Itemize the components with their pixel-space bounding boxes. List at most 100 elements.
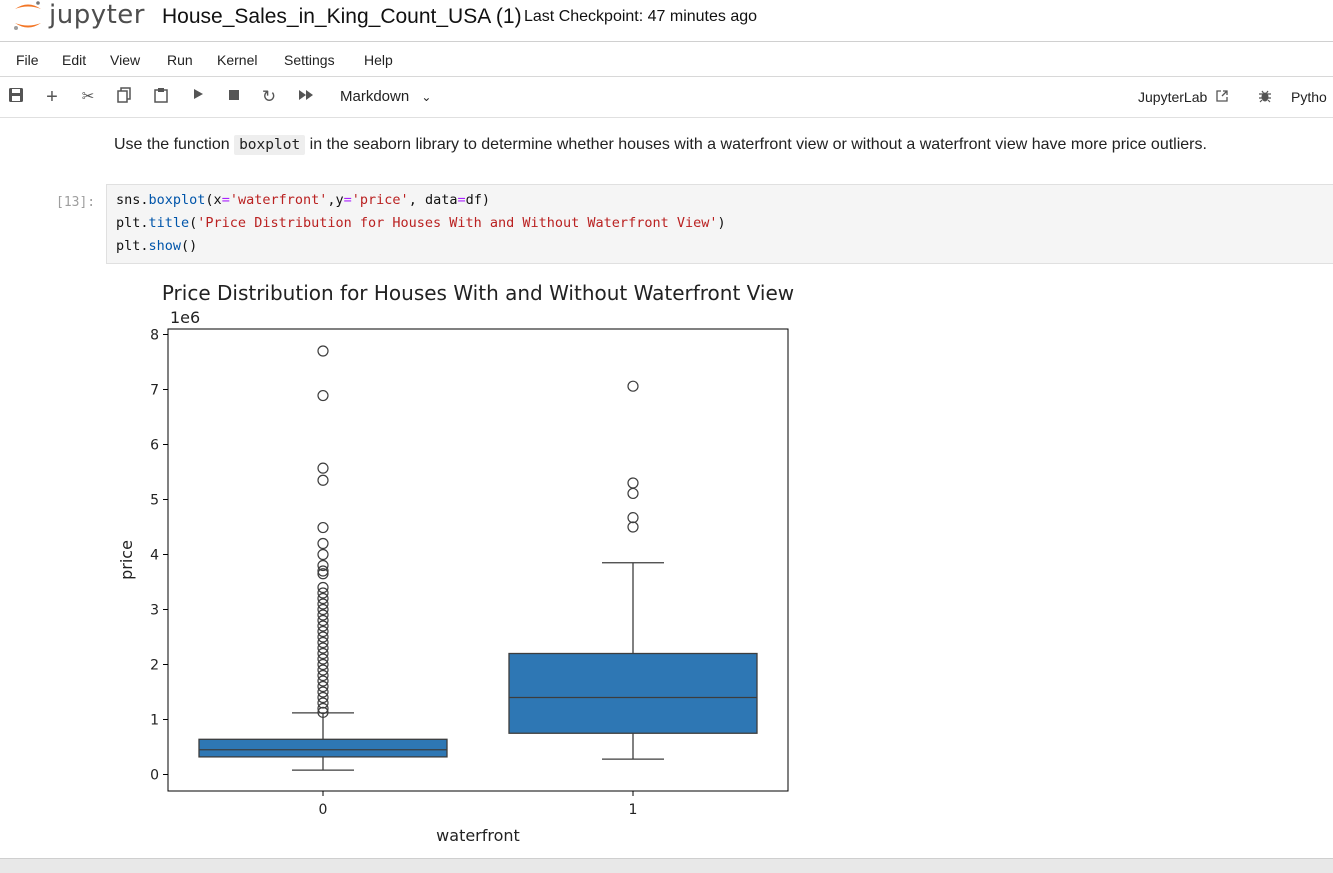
outlier-point: [317, 675, 329, 687]
cell-output-chart: Price Distribution for Houses With and W…: [106, 275, 826, 855]
debugger-icon[interactable]: [1258, 89, 1272, 106]
menu-file[interactable]: File: [16, 52, 39, 68]
boxplot-chart: Price Distribution for Houses With and W…: [117, 281, 794, 845]
x-tick-label: 1: [629, 802, 638, 818]
fast-forward-icon[interactable]: [296, 87, 316, 107]
jupyterlab-label: JupyterLab: [1138, 89, 1208, 105]
box: [198, 738, 448, 758]
outlier-point: [317, 697, 329, 709]
y-tick-label: 2: [150, 658, 159, 674]
cell-type-select[interactable]: Markdown ⌄: [340, 88, 431, 105]
y-tick-label: 6: [150, 438, 159, 454]
external-link-icon: [1216, 90, 1228, 102]
y-axis-label: price: [117, 540, 136, 580]
outlier-point: [317, 592, 329, 605]
outlier-point: [317, 598, 329, 610]
top-bar: jupyter House_Sales_in_King_Count_USA (1…: [0, 0, 1333, 42]
outlier-point: [317, 537, 329, 550]
y-tick-label: 1: [150, 713, 159, 729]
outlier-point: [317, 691, 329, 704]
cell-type-value: Markdown: [340, 88, 410, 105]
menu-help[interactable]: Help: [364, 52, 393, 68]
stop-icon[interactable]: [224, 87, 244, 107]
x-axis-label: waterfront: [436, 826, 520, 845]
outlier-point: [317, 389, 329, 402]
outlier-point: [317, 609, 329, 621]
code-line: sns.boxplot(x='waterfront',y='price', da…: [116, 192, 490, 208]
outlier-point: [627, 512, 639, 524]
copy-icon[interactable]: [114, 87, 134, 107]
markdown-text-before: Use the function: [114, 136, 235, 153]
paste-icon[interactable]: [151, 87, 171, 107]
plot-frame: [167, 328, 789, 792]
jupyter-logo-text: jupyter: [49, 0, 145, 30]
outlier-point: [317, 680, 329, 693]
outlier-point: [317, 521, 329, 534]
status-bar: [0, 858, 1333, 873]
menu-run[interactable]: Run: [167, 52, 193, 68]
outlier-point: [627, 521, 639, 533]
code-cell-editor[interactable]: sns.boxplot(x='waterfront',y='price', da…: [106, 184, 1333, 264]
outlier-point: [317, 669, 329, 682]
cell-prompt: [13]:: [56, 195, 96, 210]
x-tick-label: 0: [319, 802, 328, 818]
outlier-point: [627, 477, 639, 489]
run-icon[interactable]: [188, 87, 208, 107]
outlier-point: [317, 653, 329, 665]
save-icon[interactable]: [6, 87, 26, 107]
inline-code: boxplot: [234, 135, 306, 155]
chart-title: Price Distribution for Houses With and W…: [162, 281, 794, 305]
y-tick-label: 0: [150, 768, 159, 784]
outlier-point: [317, 603, 329, 616]
box: [508, 652, 758, 734]
code-line-text: plt.show(): [116, 238, 198, 254]
markdown-cell[interactable]: Use the function boxplot in the seaborn …: [114, 135, 1207, 155]
jupyter-logo-icon: [14, 1, 41, 30]
y-tick-label: 8: [150, 328, 159, 344]
code-line-text: sns.boxplot(x='waterfront',y='price', da…: [116, 192, 490, 208]
outlier-point: [627, 487, 639, 500]
jupyter-logo[interactable]: jupyter: [12, 0, 152, 36]
outlier-point: [317, 587, 329, 599]
code-line: plt.title('Price Distribution for Houses…: [116, 215, 726, 231]
outlier-point: [317, 647, 329, 660]
y-tick-label: 3: [150, 603, 159, 619]
open-jupyterlab-button[interactable]: JupyterLab: [1138, 89, 1229, 105]
outlier-point: [627, 380, 639, 392]
menu-edit[interactable]: Edit: [62, 52, 87, 68]
outlier-point: [317, 702, 329, 715]
outlier-point: [317, 658, 329, 671]
outlier-point: [317, 614, 329, 627]
chevron-down-icon: ⌄: [421, 90, 432, 104]
restart-icon[interactable]: ↻: [261, 87, 277, 106]
menu-kernel[interactable]: Kernel: [217, 52, 258, 68]
outlier-point: [317, 686, 329, 698]
checkpoint-status: Last Checkpoint: 47 minutes ago: [524, 8, 758, 25]
outlier-point: [317, 664, 329, 676]
add-icon[interactable]: +: [46, 86, 58, 108]
outlier-point: [317, 581, 329, 594]
outlier-point: [317, 631, 329, 643]
outlier-point: [317, 559, 329, 572]
outlier-point: [317, 706, 329, 718]
outlier-point: [317, 565, 329, 577]
outlier-point: [317, 474, 329, 486]
y-tick-label: 4: [150, 548, 159, 564]
notebook-title[interactable]: House_Sales_in_King_Count_USA (1): [162, 5, 522, 28]
code-line-text: plt.title('Price Distribution for Houses…: [116, 215, 726, 231]
code-line: plt.show(): [116, 238, 197, 254]
y-tick-label: 5: [150, 493, 159, 509]
menu-settings[interactable]: Settings: [284, 52, 335, 68]
cut-icon[interactable]: ✂: [81, 88, 95, 105]
outlier-point: [317, 620, 329, 632]
outlier-point: [317, 568, 329, 580]
outlier-point: [317, 548, 329, 561]
outlier-point: [317, 462, 329, 474]
y-tick-label: 7: [150, 383, 159, 399]
menu-view[interactable]: View: [110, 52, 141, 68]
outlier-point: [317, 345, 329, 357]
y-offset-text: 1e6: [170, 308, 200, 327]
outlier-point: [317, 636, 329, 649]
kernel-name[interactable]: Pytho: [1291, 89, 1327, 105]
menu-bar: File Edit View Run Kernel Settings Help: [0, 42, 1333, 77]
